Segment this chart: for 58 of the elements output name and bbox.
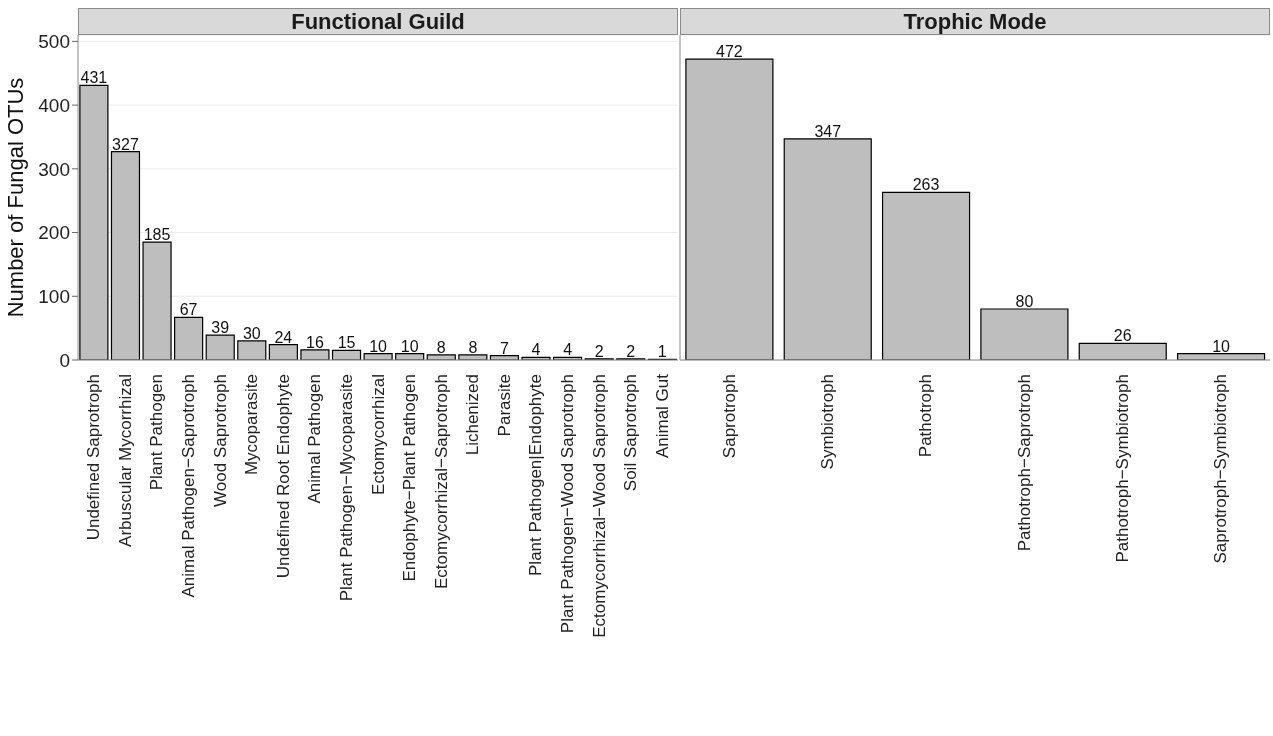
x-tick-label: Undefined Saprotroph	[84, 374, 104, 541]
x-tick-label: Arbuscular Mycorrhizal	[115, 374, 135, 547]
y-tick-label: 500	[38, 31, 70, 53]
x-tick-label: Saprotroph−Symbiotroph	[1211, 374, 1231, 564]
y-tick-label: 0	[59, 349, 70, 371]
data-label: 16	[306, 333, 324, 351]
data-label: 263	[912, 176, 940, 194]
data-label: 2	[594, 342, 604, 360]
data-label: 8	[436, 338, 446, 356]
data-label: 431	[80, 69, 108, 87]
x-tick-label: Ectomycorrhizal	[368, 374, 388, 495]
x-tick-label: Pathotroph	[916, 374, 936, 458]
data-label: 67	[179, 301, 198, 319]
x-tick-label: Saprotroph	[719, 374, 739, 459]
data-label: 80	[1015, 293, 1034, 311]
chart-title: Trophic Mode	[680, 8, 1270, 35]
x-tick-label: Soil Saprotroph	[621, 374, 641, 492]
data-label: 2	[626, 342, 636, 360]
x-tick-label: Undefined Root Endophyte	[273, 374, 293, 579]
data-label: 15	[337, 334, 356, 352]
x-tick-label: Pathotroph−Saprotroph	[1014, 374, 1034, 552]
y-tick-label: 200	[38, 222, 70, 244]
x-tick-label: Lichenized	[463, 374, 483, 456]
x-tick-label: Parasite	[494, 374, 514, 437]
data-label: 39	[211, 319, 230, 337]
data-label: 347	[814, 122, 842, 140]
data-label: 327	[112, 135, 139, 153]
x-tick-label: Plant Pathogen−Wood Saprotroph	[557, 374, 577, 634]
data-label: 10	[369, 337, 388, 355]
x-tick-label: Symbiotroph	[818, 374, 837, 470]
data-label: 1	[657, 343, 667, 361]
x-tick-label: Endophyte−Plant Pathogen	[400, 374, 420, 582]
data-label: 185	[143, 226, 171, 244]
data-label: 24	[274, 328, 293, 346]
x-tick-label: Animal Pathogen	[305, 374, 325, 504]
y-tick-label: 300	[38, 158, 70, 180]
data-label: 7	[499, 339, 509, 357]
x-tick-label: Wood Saprotroph	[210, 374, 230, 507]
x-tick-label: Ectomycorrhizal−Wood Saprotroph	[589, 374, 609, 638]
x-tick-label: Plant Pathogen	[147, 374, 167, 491]
x-tick-label: Animal Pathogen−Saprotroph	[179, 374, 199, 598]
x-tick-label: Plant Pathogen−Mycoparasite	[336, 374, 356, 602]
x-tick-label: Animal Gut	[652, 373, 672, 459]
data-label: 472	[716, 43, 743, 61]
data-label: 10	[400, 337, 419, 355]
data-label: 26	[1113, 327, 1132, 345]
y-tick-label: 100	[38, 286, 70, 308]
x-tick-label: Ectomycorrhizal−Saprotroph	[431, 374, 451, 589]
chart-title: Functional Guild	[78, 8, 678, 35]
data-label: 30	[242, 324, 261, 342]
data-label: 8	[468, 338, 478, 356]
data-label: 4	[563, 341, 573, 359]
x-tick-label: Pathotroph−Symbiotroph	[1113, 374, 1132, 563]
x-tick-label: Plant Pathogen|Endophyte	[526, 374, 546, 576]
data-label: 4	[531, 341, 541, 359]
x-tick-label: Mycoparasite	[242, 374, 262, 476]
data-label: 10	[1212, 337, 1231, 355]
y-tick-label: 400	[38, 94, 70, 116]
